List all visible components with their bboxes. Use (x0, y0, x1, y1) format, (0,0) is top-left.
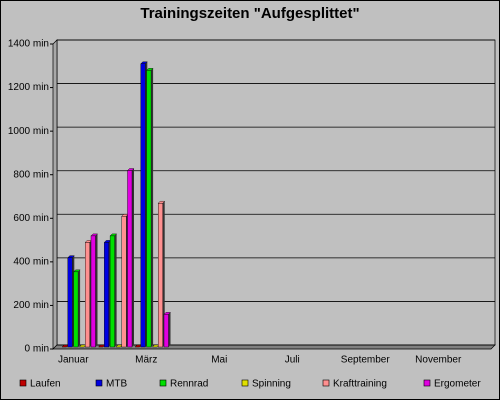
bar (67, 257, 73, 348)
legend-swatch (159, 379, 167, 387)
legend-swatch (241, 379, 249, 387)
bar-side (132, 168, 134, 347)
bar-side (78, 269, 81, 347)
y-tick-label: 1000 min (8, 126, 49, 137)
x-tick-label: März (135, 355, 157, 366)
bar-side (114, 233, 117, 347)
bar (146, 70, 152, 348)
y-tick-label: 400 min (13, 256, 49, 267)
bar-side (95, 233, 98, 347)
legend-label: Krafttraining (333, 379, 387, 390)
y-tick-label: 600 min (13, 213, 49, 224)
bar (90, 235, 96, 348)
y-tick-label: 800 min (13, 169, 49, 180)
legend-swatch (322, 379, 330, 387)
x-tick-label: Juli (285, 355, 300, 366)
bar (140, 63, 146, 348)
x-tick-label: Mai (211, 355, 227, 366)
bar-side (151, 68, 154, 348)
x-tick-label: Januar (58, 355, 89, 366)
bar (127, 170, 133, 348)
bar-side (162, 201, 165, 347)
legend-label: Rennrad (170, 379, 208, 390)
y-tick-label: 0 min (25, 344, 49, 355)
bar (84, 242, 90, 348)
bar-side (168, 312, 171, 347)
y-tick-label: 1200 min (8, 82, 49, 93)
legend-label: Ergometer (434, 379, 481, 390)
x-tick-label: November (415, 355, 462, 366)
bar (163, 314, 169, 348)
x-tick-label: September (341, 355, 391, 366)
y-tick-label: 200 min (13, 300, 49, 311)
chart-title: Trainingszeiten "Aufgesplittet" (140, 5, 359, 22)
bar (104, 242, 110, 348)
legend-label: Spinning (252, 379, 291, 390)
legend-label: Laufen (30, 379, 61, 390)
y-tick-label: 1400 min (8, 39, 49, 50)
legend-swatch (423, 379, 431, 387)
bar (121, 216, 127, 348)
legend-swatch (19, 379, 27, 387)
bar (109, 235, 115, 348)
bar (73, 271, 79, 348)
side-wall (52, 39, 58, 350)
legend-label: MTB (106, 379, 127, 390)
bar (157, 203, 163, 348)
legend-swatch (95, 379, 103, 387)
